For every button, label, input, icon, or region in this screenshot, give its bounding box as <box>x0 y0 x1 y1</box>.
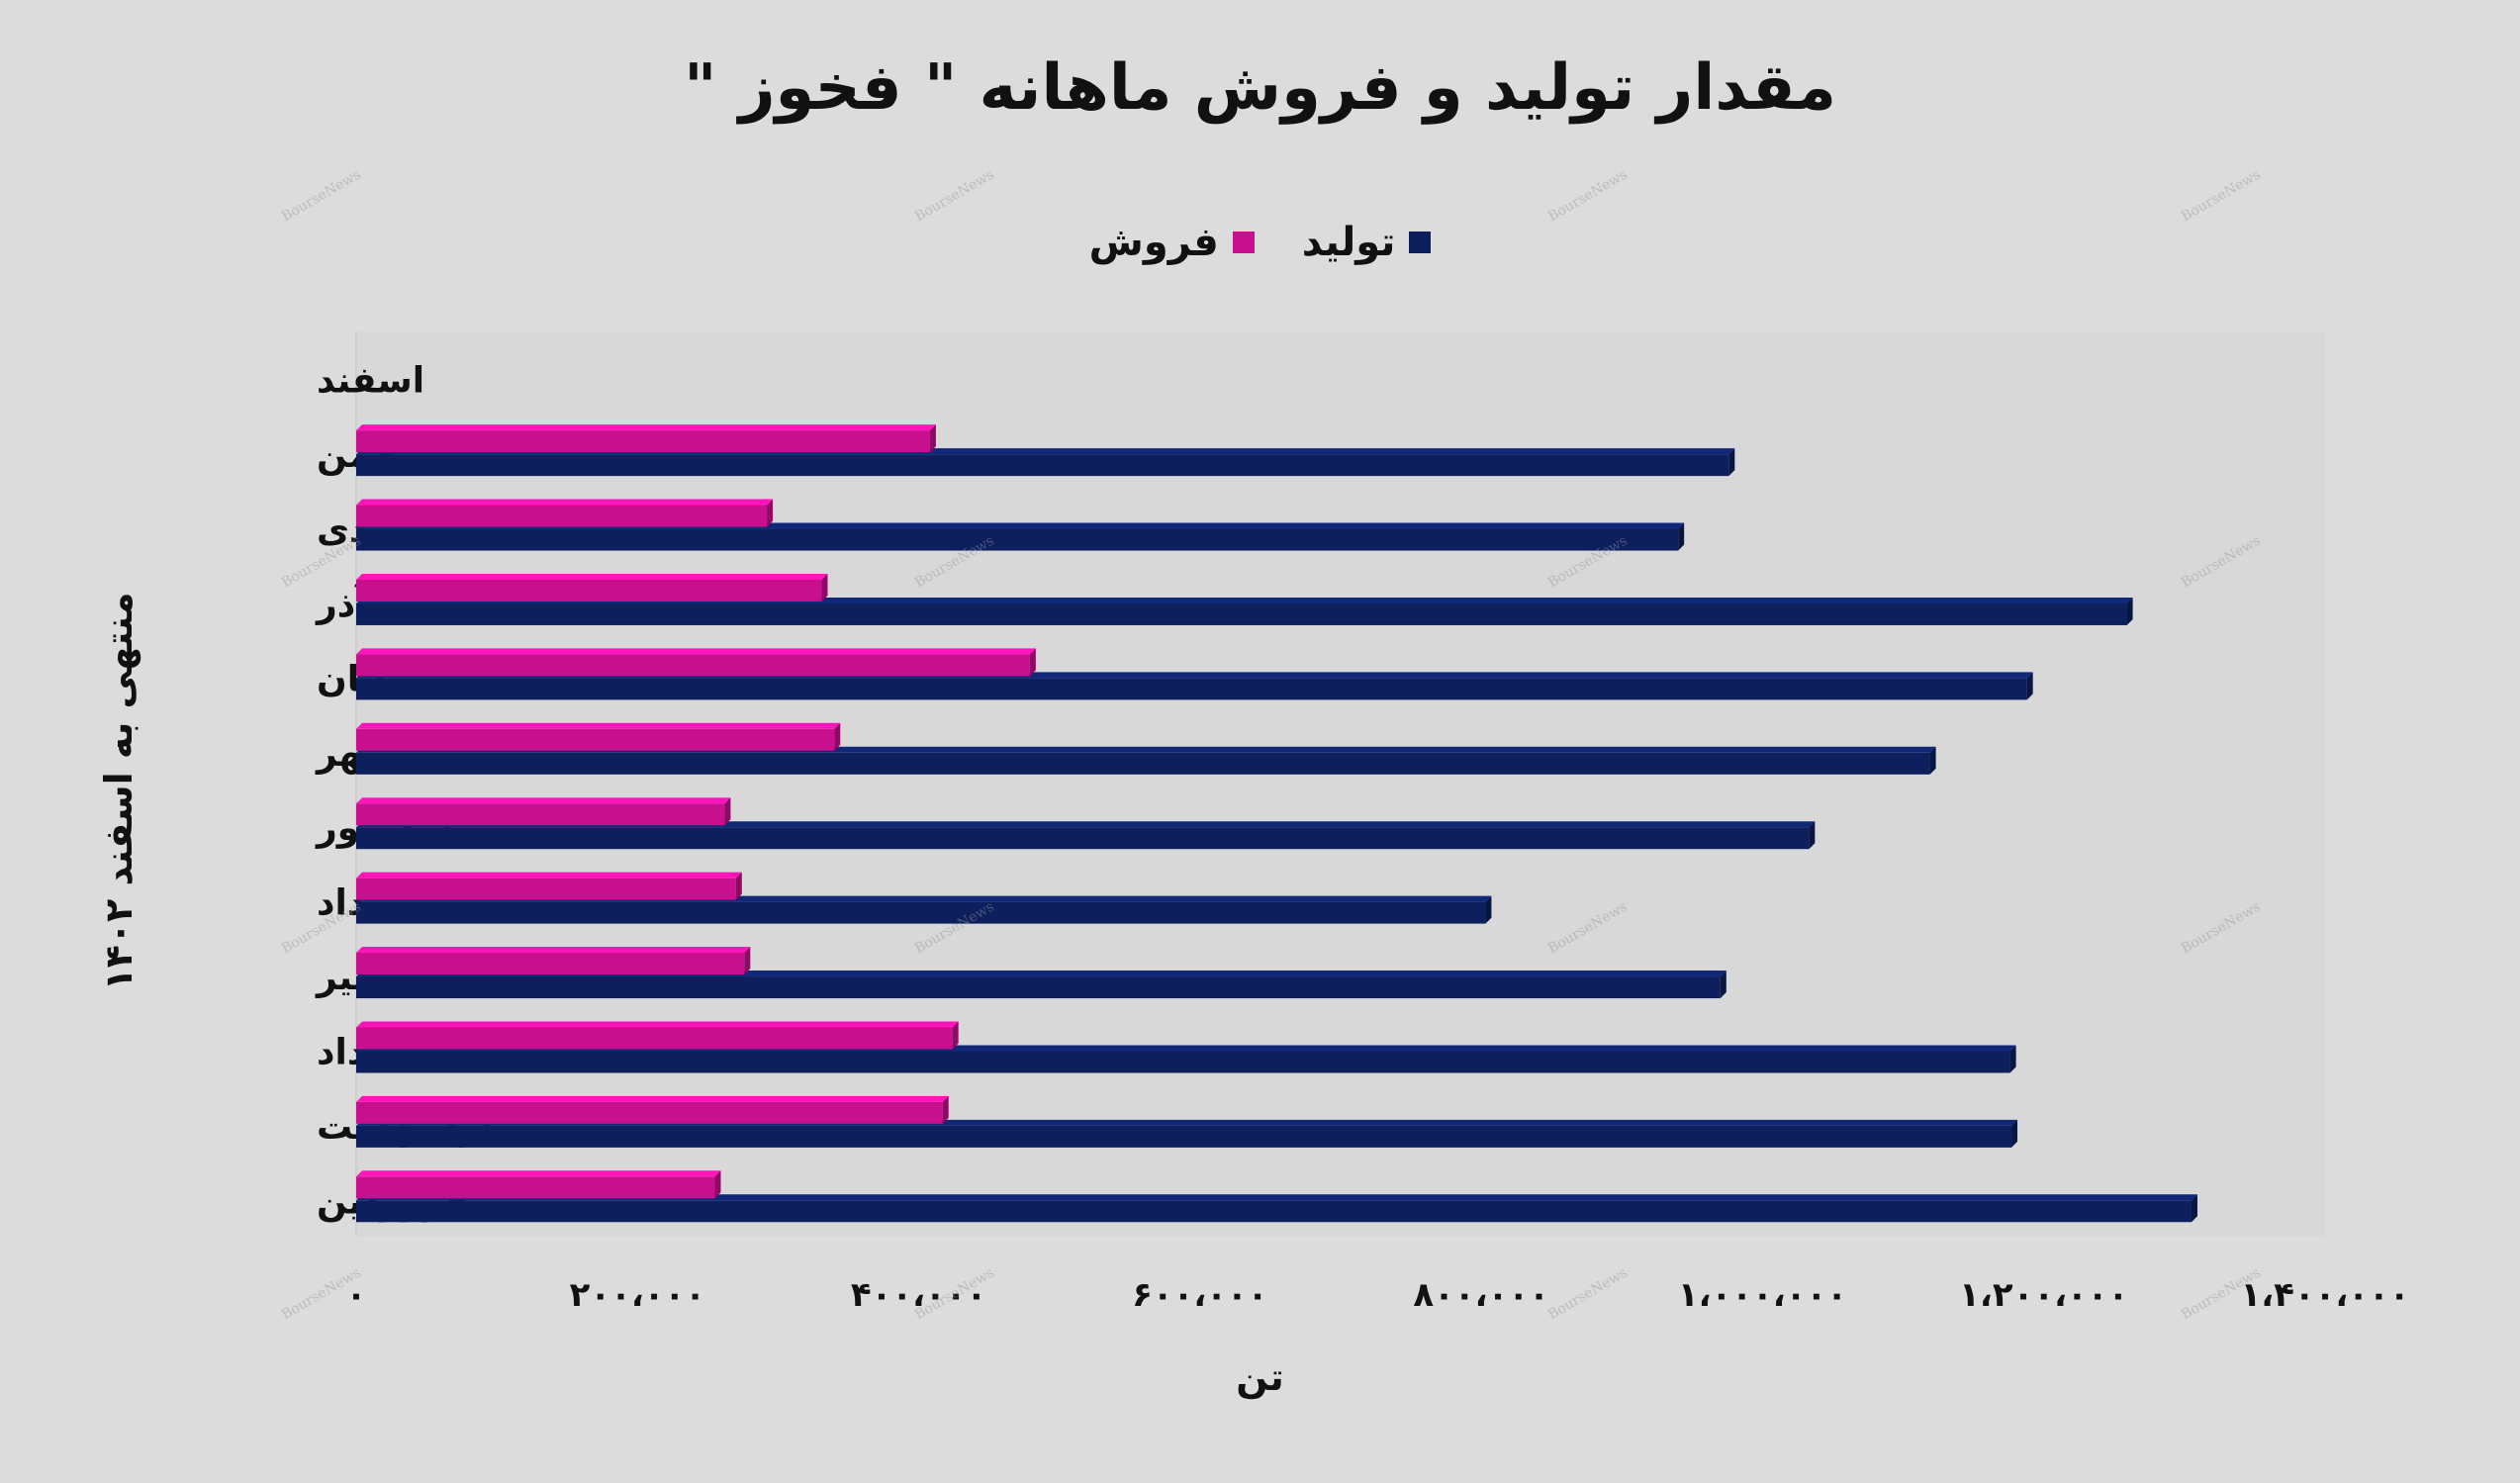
bar <box>356 878 736 900</box>
x-tick-label: ۱،۴۰۰،۰۰۰ <box>2240 1275 2409 1315</box>
x-tick-label: ۱،۲۰۰،۰۰۰ <box>1959 1275 2128 1315</box>
legend-swatch-production <box>1409 232 1432 253</box>
bar-end-face <box>1485 895 1492 924</box>
bar-end-face <box>714 1170 721 1199</box>
bar-end-face <box>1728 448 1735 477</box>
bar <box>356 654 1030 677</box>
bar <box>356 602 2127 625</box>
bar-top-face <box>356 424 936 431</box>
bar-end-face <box>821 573 828 602</box>
bar-end-face <box>2191 1194 2197 1223</box>
bar-end-face <box>735 872 742 900</box>
bar <box>356 528 1679 551</box>
bar <box>356 579 822 602</box>
bar-end-face <box>2011 1119 2018 1148</box>
bar <box>356 430 930 453</box>
bar <box>356 505 768 527</box>
bar <box>356 976 1721 999</box>
bar-end-face <box>834 722 841 751</box>
legend-label-sales: فروش <box>1088 220 1219 265</box>
bar <box>356 678 2027 700</box>
x-tick-label: ۲۰۰،۰۰۰ <box>570 1275 705 1315</box>
bar-top-face <box>356 872 742 879</box>
x-tick-label: ۸۰۰،۰۰۰ <box>1413 1275 1548 1315</box>
bar <box>356 454 1729 477</box>
bar-top-face <box>356 573 828 580</box>
bar-top-face <box>356 1021 959 1028</box>
bar-top-face <box>356 797 731 804</box>
x-tick-label: ۱،۰۰۰،۰۰۰ <box>1678 1275 1847 1315</box>
bar-end-face <box>724 797 731 826</box>
bar-top-face <box>356 1194 2197 1201</box>
bar-end-face <box>2126 597 2133 625</box>
x-tick-label: ۶۰۰،۰۰۰ <box>1132 1275 1267 1315</box>
bar-top-face <box>356 648 1036 655</box>
bar <box>356 803 725 826</box>
bar <box>356 752 1930 775</box>
bar <box>356 1200 2192 1223</box>
x-tick-label: ۰ <box>346 1275 367 1315</box>
legend-swatch-sales <box>1232 232 1255 253</box>
bar <box>356 1176 715 1199</box>
bar <box>356 901 1486 924</box>
bar-top-face <box>356 499 774 506</box>
x-axis-title: تن <box>1236 1355 1284 1399</box>
bar <box>356 1125 2012 1148</box>
bar <box>356 1027 953 1050</box>
legend-item-sales: فروش <box>1089 220 1255 265</box>
bar-end-face <box>2026 672 2033 700</box>
bar-end-face <box>1029 648 1036 677</box>
bar-end-face <box>1929 746 1936 775</box>
bar <box>356 953 745 975</box>
bar-end-face <box>744 947 751 975</box>
chart-title: مقدار تولید و فروش ماهانه " فخوز " <box>684 51 1836 125</box>
bar-top-face <box>356 1095 949 1102</box>
bar-end-face <box>1678 522 1685 551</box>
legend: تولید فروش <box>0 220 2520 265</box>
legend-label-production: تولید <box>1301 220 1396 265</box>
y-tick-label: اسفند <box>317 361 424 402</box>
bar-end-face <box>1809 821 1816 850</box>
bar-top-face <box>356 1170 721 1177</box>
bar-top-face <box>356 947 751 954</box>
bar-end-face <box>2009 1045 2016 1073</box>
bar-end-face <box>767 499 774 527</box>
x-tick-label: ۴۰۰،۰۰۰ <box>851 1275 986 1315</box>
bar <box>356 728 835 751</box>
bar-end-face <box>952 1021 959 1050</box>
plot-background <box>356 331 2325 1237</box>
bar <box>356 1051 2010 1073</box>
bar-top-face <box>356 722 841 729</box>
bar <box>356 1101 943 1124</box>
bar <box>356 827 1810 850</box>
bar-end-face <box>929 424 936 453</box>
legend-item-production: تولید <box>1302 220 1432 265</box>
bar-end-face <box>942 1095 949 1124</box>
bar-end-face <box>1720 971 1727 999</box>
